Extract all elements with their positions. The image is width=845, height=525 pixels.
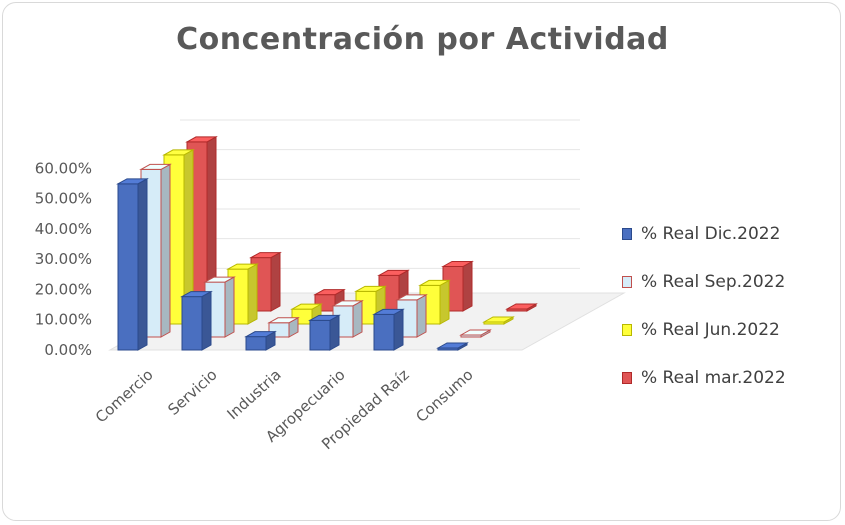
bar-side (270, 251, 281, 312)
bar-top (226, 263, 259, 270)
bar-top (203, 276, 236, 283)
bar-top (249, 252, 282, 259)
bar-side (329, 314, 340, 351)
bar (372, 308, 405, 351)
bar-side (462, 260, 473, 312)
y-tick-label: 60.00% (35, 159, 92, 177)
bar-top (116, 178, 149, 185)
bar-top (482, 316, 515, 323)
chart-legend: % Real Dic.2022 % Real Sep.2022 % Real Jun… (622, 210, 837, 402)
bar-top (441, 261, 474, 267)
bar-front (245, 336, 267, 351)
bar-side (224, 276, 235, 338)
bar-top (331, 300, 364, 307)
bar-top (308, 314, 341, 321)
bar-side (201, 290, 212, 351)
bar-side (160, 163, 171, 338)
bar-top (162, 149, 195, 156)
x-tick-label: Comercio (92, 366, 157, 427)
legend-item: % Real mar.2022 (622, 354, 837, 402)
bar (116, 178, 149, 351)
legend-label: % Real mar.2022 (641, 368, 786, 388)
bar-front (181, 296, 203, 351)
bar-front (309, 319, 331, 351)
x-tick-label: Servicio (164, 366, 220, 419)
x-tick-label: Consumo (412, 366, 476, 426)
y-tick-label: 10.00% (35, 311, 92, 329)
bar-top (377, 269, 410, 276)
legend-swatch (622, 324, 632, 336)
legend-label: % Real Jun.2022 (641, 320, 780, 340)
legend-item: % Real Dic.2022 (622, 210, 837, 258)
y-tick-label: 40.00% (35, 220, 92, 238)
legend-label: % Real Sep.2022 (641, 272, 786, 292)
bar-top (372, 308, 405, 315)
legend-item: % Real Jun.2022 (622, 306, 837, 354)
bar-side (247, 263, 258, 325)
bar-top (459, 329, 492, 336)
y-tick-label: 50.00% (35, 190, 92, 208)
legend-item: % Real Sep.2022 (622, 258, 837, 306)
bar-top (395, 294, 428, 301)
bar-top (180, 291, 213, 298)
bar-side (439, 279, 450, 325)
bar (482, 316, 515, 325)
bar (180, 290, 213, 351)
legend-swatch (622, 372, 632, 384)
bar-top (244, 331, 277, 338)
series-0 (116, 178, 469, 351)
bar-side (416, 294, 427, 338)
x-tick-label: Industria (223, 366, 284, 424)
bar-front (117, 183, 139, 351)
legend-swatch (622, 276, 632, 288)
y-tick-label: 20.00% (35, 280, 92, 298)
y-tick-label: 30.00% (35, 250, 92, 268)
bar-front (373, 313, 395, 351)
legend-swatch (622, 228, 632, 240)
bar-top (185, 136, 218, 143)
bar (308, 314, 341, 351)
bar-side (352, 300, 363, 338)
legend-label: % Real Dic.2022 (641, 224, 781, 244)
bar-side (137, 178, 148, 351)
bar-side (393, 308, 404, 351)
bar (244, 330, 277, 351)
bar-top (505, 303, 538, 310)
bar-top (354, 285, 387, 292)
bar-top (139, 163, 172, 170)
bar-top (418, 279, 451, 286)
bar (436, 342, 469, 351)
bar-top (290, 303, 323, 310)
bar-top (313, 289, 346, 296)
bar-top (436, 342, 469, 349)
bar-top (267, 317, 300, 324)
bar (505, 303, 538, 312)
y-tick-label: 0.00% (44, 341, 92, 359)
bar (441, 260, 474, 312)
chart-title: Concentración por Actividad (176, 22, 669, 57)
bar (459, 329, 492, 338)
